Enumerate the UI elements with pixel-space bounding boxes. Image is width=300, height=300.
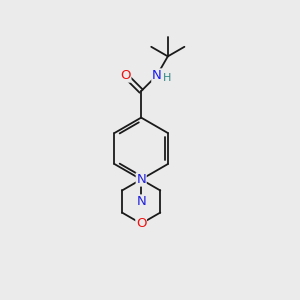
Text: N: N: [152, 69, 162, 82]
Text: H: H: [163, 74, 171, 83]
Text: N: N: [136, 173, 146, 186]
Text: O: O: [120, 69, 131, 82]
Text: O: O: [136, 217, 146, 230]
Text: N: N: [136, 195, 146, 208]
